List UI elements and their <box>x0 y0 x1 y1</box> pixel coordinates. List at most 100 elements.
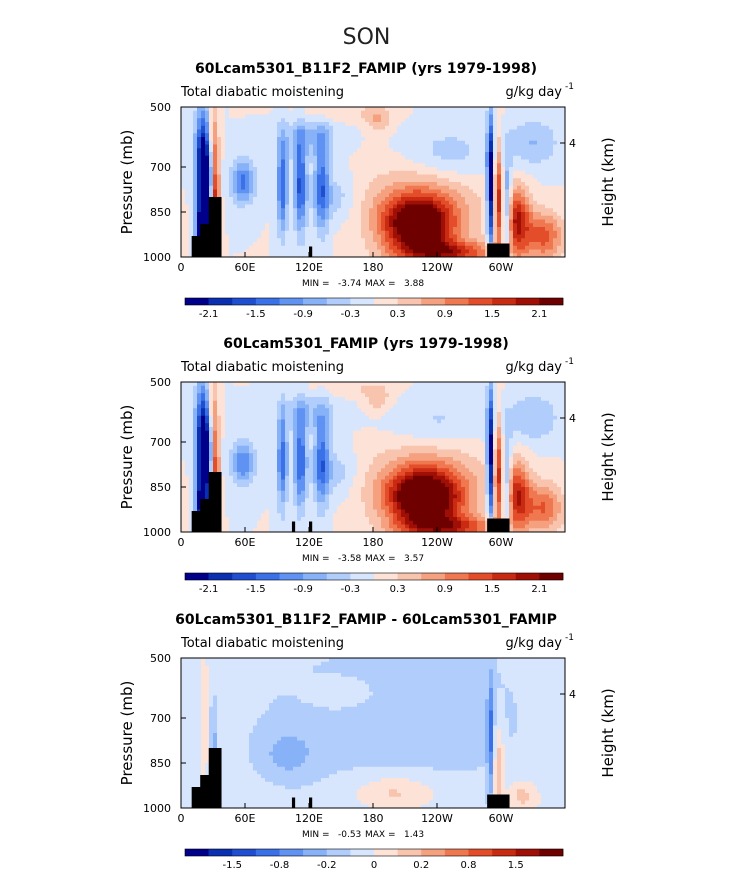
heatmap-cell <box>285 404 290 409</box>
heatmap-cell <box>221 219 226 224</box>
heatmap-cell <box>193 159 198 164</box>
heatmap-cell <box>457 152 462 157</box>
heatmap-cell <box>297 223 302 228</box>
heatmap-cell <box>441 415 446 420</box>
heatmap-cell <box>205 204 210 209</box>
heatmap-cell <box>297 159 302 164</box>
heatmap-cell <box>305 408 310 413</box>
heatmap-cell <box>333 137 338 142</box>
heatmap-cell <box>245 404 250 409</box>
heatmap-cell <box>497 137 502 142</box>
heatmap-cell <box>357 400 362 405</box>
heatmap-cell <box>509 400 514 405</box>
heatmap-cell <box>233 122 238 127</box>
heatmap-cell <box>309 200 314 205</box>
heatmap-cell <box>225 182 230 187</box>
heatmap-cell <box>397 219 402 224</box>
heatmap-cell <box>329 404 334 409</box>
heatmap-cell <box>281 223 286 228</box>
heatmap-cell <box>225 208 230 213</box>
heatmap-cell <box>517 114 522 119</box>
heatmap-cell <box>421 412 426 417</box>
heatmap-cell <box>313 122 318 127</box>
heatmap-cell <box>421 144 426 149</box>
heatmap-cell <box>317 129 322 134</box>
heatmap-cell <box>433 219 438 224</box>
heatmap-cell <box>385 227 390 232</box>
heatmap-cell <box>385 397 390 402</box>
heatmap-cell <box>325 223 330 228</box>
heatmap-cell <box>377 182 382 187</box>
heatmap-cell <box>561 182 566 187</box>
heatmap-cell <box>549 389 554 394</box>
heatmap-cell <box>349 167 354 172</box>
heatmap-cell <box>213 110 218 115</box>
heatmap-cell <box>477 140 482 145</box>
heatmap-cell <box>477 208 482 213</box>
heatmap-cell <box>357 219 362 224</box>
heatmap-cell <box>481 245 486 250</box>
heatmap-cell <box>301 170 306 175</box>
heatmap-cell <box>457 170 462 175</box>
heatmap-cell <box>317 408 322 413</box>
heatmap-cell <box>469 167 474 172</box>
heatmap-cell <box>501 107 506 112</box>
heatmap-cell <box>533 419 538 424</box>
heatmap-cell <box>341 415 346 420</box>
heatmap-cell <box>217 170 222 175</box>
heatmap-cell <box>185 419 190 424</box>
heatmap-cell <box>473 118 478 123</box>
heatmap-cell <box>221 242 226 247</box>
heatmap-cell <box>205 178 210 183</box>
heatmap-cell <box>421 204 426 209</box>
heatmap-cell <box>441 408 446 413</box>
heatmap-cell <box>313 118 318 123</box>
heatmap-cell <box>253 400 258 405</box>
heatmap-cell <box>317 404 322 409</box>
heatmap-cell <box>273 152 278 157</box>
heatmap-cell <box>257 140 262 145</box>
heatmap-cell <box>249 167 254 172</box>
heatmap-cell <box>457 208 462 213</box>
heatmap-cell <box>433 144 438 149</box>
heatmap-cell <box>469 212 474 217</box>
heatmap-cell <box>297 208 302 213</box>
heatmap-cell <box>409 193 414 198</box>
heatmap-cell <box>493 167 498 172</box>
heatmap-cell <box>305 382 310 387</box>
heatmap-cell <box>393 197 398 202</box>
heatmap-cell <box>541 242 546 247</box>
heatmap-cell <box>557 159 562 164</box>
heatmap-cell <box>489 382 494 387</box>
heatmap-cell <box>529 242 534 247</box>
heatmap-cell <box>285 152 290 157</box>
heatmap-cell <box>277 400 282 405</box>
heatmap-cell <box>509 238 514 243</box>
heatmap-cell <box>501 129 506 134</box>
heatmap-cell <box>365 415 370 420</box>
heatmap-cell <box>197 204 202 209</box>
heatmap-cell <box>449 204 454 209</box>
heatmap-cell <box>237 404 242 409</box>
heatmap-cell <box>181 227 186 232</box>
heatmap-cell <box>185 393 190 398</box>
heatmap-cell <box>229 144 234 149</box>
heatmap-cell <box>301 215 306 220</box>
heatmap-cell <box>405 212 410 217</box>
heatmap-cell <box>385 219 390 224</box>
heatmap-cell <box>457 155 462 160</box>
heatmap-cell <box>217 129 222 134</box>
heatmap-cell <box>525 249 530 254</box>
heatmap-cell <box>221 114 226 119</box>
heatmap-cell <box>421 245 426 250</box>
heatmap-cell <box>201 408 206 413</box>
heatmap-cell <box>437 107 442 112</box>
heatmap-cell <box>401 197 406 202</box>
heatmap-cell <box>425 118 430 123</box>
heatmap-cell <box>533 223 538 228</box>
heatmap-cell <box>293 137 298 142</box>
heatmap-cell <box>305 223 310 228</box>
heatmap-cell <box>393 110 398 115</box>
heatmap-cell <box>437 200 442 205</box>
heatmap-cell <box>517 140 522 145</box>
